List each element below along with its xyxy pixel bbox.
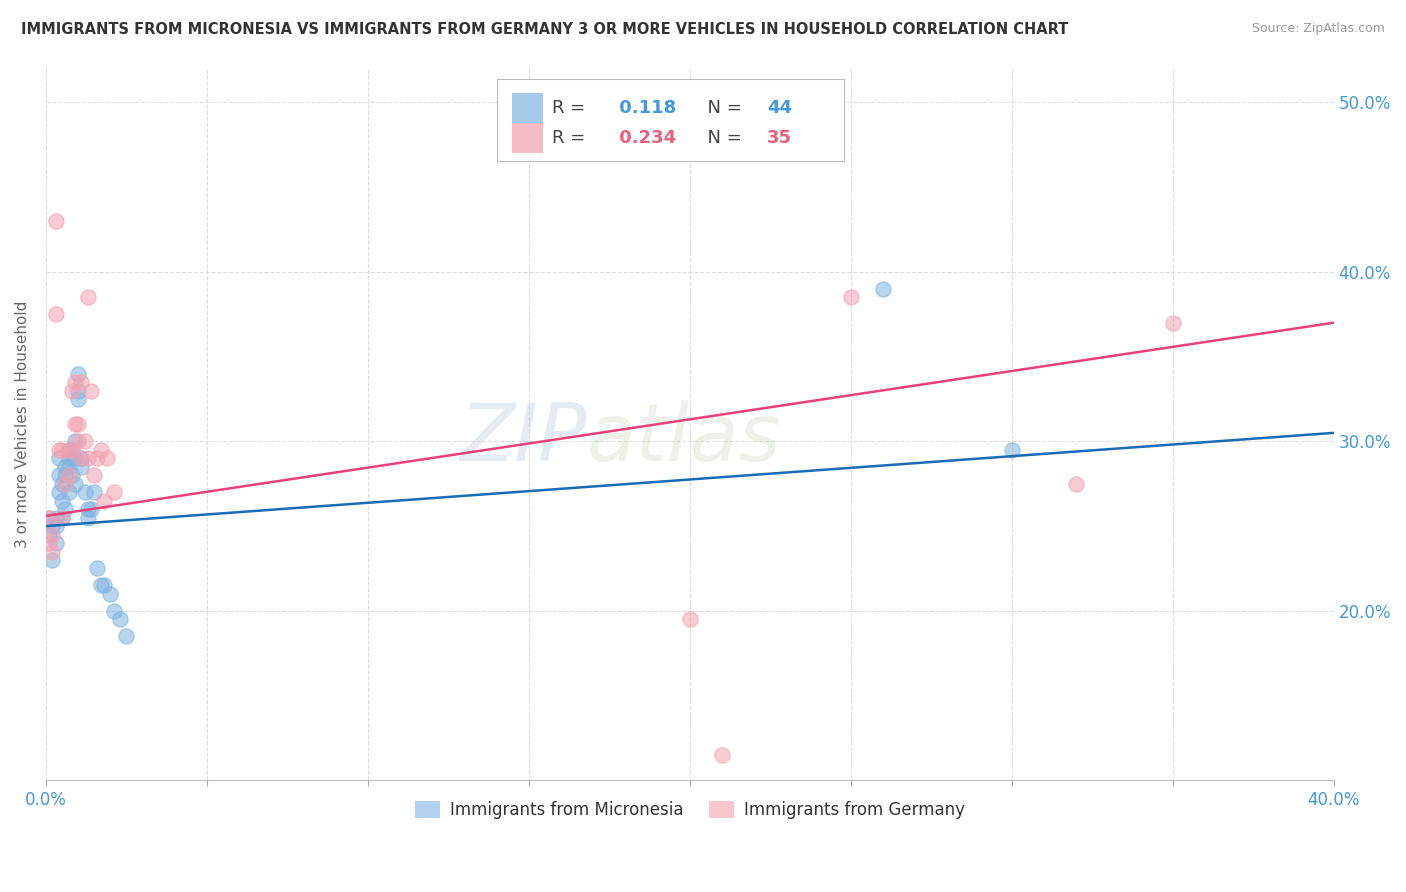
Point bbox=[67, 367, 90, 381]
Point bbox=[58, 485, 80, 500]
FancyBboxPatch shape bbox=[496, 79, 845, 161]
Point bbox=[58, 459, 80, 474]
Point bbox=[38, 510, 60, 524]
Text: R =: R = bbox=[553, 99, 591, 117]
Point bbox=[48, 468, 70, 483]
Point bbox=[63, 375, 86, 389]
Text: IMMIGRANTS FROM MICRONESIA VS IMMIGRANTS FROM GERMANY 3 OR MORE VEHICLES IN HOUS: IMMIGRANTS FROM MICRONESIA VS IMMIGRANTS… bbox=[21, 22, 1069, 37]
Point bbox=[63, 476, 86, 491]
Point bbox=[86, 451, 108, 466]
Point bbox=[45, 519, 67, 533]
Point bbox=[70, 459, 93, 474]
Point bbox=[67, 417, 90, 432]
Point bbox=[63, 434, 86, 449]
Point bbox=[51, 510, 73, 524]
Point bbox=[70, 451, 93, 466]
Point bbox=[103, 485, 125, 500]
Point bbox=[41, 527, 63, 541]
Text: Source: ZipAtlas.com: Source: ZipAtlas.com bbox=[1251, 22, 1385, 36]
Point bbox=[45, 536, 67, 550]
Point bbox=[67, 434, 90, 449]
Point bbox=[711, 747, 734, 762]
Text: 0.234: 0.234 bbox=[613, 129, 676, 147]
Point bbox=[38, 536, 60, 550]
Point bbox=[60, 384, 83, 398]
Point bbox=[67, 392, 90, 406]
Point bbox=[98, 587, 121, 601]
Text: N =: N = bbox=[696, 129, 748, 147]
Point bbox=[48, 451, 70, 466]
Point bbox=[76, 510, 98, 524]
Point bbox=[70, 375, 93, 389]
Point bbox=[41, 553, 63, 567]
Point bbox=[96, 451, 118, 466]
Point bbox=[103, 604, 125, 618]
Point bbox=[38, 510, 60, 524]
Point bbox=[83, 485, 105, 500]
Point bbox=[38, 527, 60, 541]
Point bbox=[60, 468, 83, 483]
FancyBboxPatch shape bbox=[512, 123, 543, 153]
Y-axis label: 3 or more Vehicles in Household: 3 or more Vehicles in Household bbox=[15, 301, 30, 548]
Point bbox=[83, 468, 105, 483]
Point bbox=[51, 442, 73, 457]
Legend: Immigrants from Micronesia, Immigrants from Germany: Immigrants from Micronesia, Immigrants f… bbox=[408, 794, 972, 825]
Point bbox=[51, 476, 73, 491]
Point bbox=[76, 290, 98, 304]
Point bbox=[679, 612, 702, 626]
Point bbox=[90, 578, 112, 592]
Point bbox=[48, 442, 70, 457]
Point bbox=[872, 282, 894, 296]
Text: 0.118: 0.118 bbox=[613, 99, 676, 117]
Point bbox=[53, 502, 76, 516]
Text: 35: 35 bbox=[768, 129, 792, 147]
Point bbox=[115, 629, 138, 643]
Point bbox=[45, 307, 67, 321]
FancyBboxPatch shape bbox=[512, 93, 543, 122]
Point bbox=[63, 417, 86, 432]
Point bbox=[86, 561, 108, 575]
Text: atlas: atlas bbox=[586, 400, 782, 477]
Text: N =: N = bbox=[696, 99, 748, 117]
Point bbox=[58, 468, 80, 483]
Point bbox=[51, 493, 73, 508]
Point bbox=[80, 502, 103, 516]
Point bbox=[1161, 316, 1184, 330]
Point bbox=[41, 519, 63, 533]
Point bbox=[58, 442, 80, 457]
Point bbox=[839, 290, 862, 304]
Point bbox=[53, 476, 76, 491]
Point bbox=[1064, 476, 1087, 491]
Point bbox=[48, 485, 70, 500]
Point bbox=[67, 384, 90, 398]
Point bbox=[41, 544, 63, 558]
Point bbox=[58, 451, 80, 466]
Point bbox=[108, 612, 131, 626]
Point bbox=[93, 578, 115, 592]
Point bbox=[90, 442, 112, 457]
Point bbox=[53, 459, 76, 474]
Point bbox=[60, 442, 83, 457]
Point bbox=[1001, 442, 1024, 457]
Point bbox=[45, 510, 67, 524]
Point bbox=[58, 442, 80, 457]
Point bbox=[93, 493, 115, 508]
Point bbox=[76, 451, 98, 466]
Point bbox=[70, 451, 93, 466]
Point bbox=[73, 434, 96, 449]
Text: ZIP: ZIP bbox=[460, 400, 586, 477]
Point bbox=[51, 510, 73, 524]
Point bbox=[80, 384, 103, 398]
Point bbox=[76, 502, 98, 516]
Point bbox=[53, 468, 76, 483]
Point bbox=[73, 485, 96, 500]
Text: R =: R = bbox=[553, 129, 591, 147]
Text: 44: 44 bbox=[768, 99, 792, 117]
Point bbox=[63, 451, 86, 466]
Point bbox=[60, 442, 83, 457]
Point bbox=[45, 214, 67, 228]
